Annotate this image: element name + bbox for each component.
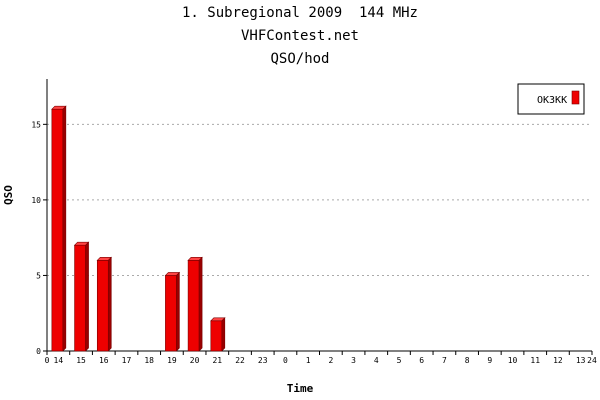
x-tick-label: 12 xyxy=(553,356,563,365)
x-edge-label-start: 0 xyxy=(45,356,50,365)
bar xyxy=(187,256,203,352)
x-tick-label: 6 xyxy=(419,356,424,365)
y-tick-label: 15 xyxy=(31,120,41,129)
x-tick-label: 1 xyxy=(306,356,311,365)
y-tick-label: 5 xyxy=(36,271,41,280)
chart-title: 1. Subregional 2009 144 MHz xyxy=(181,5,418,21)
legend-swatch xyxy=(571,90,580,105)
y-tick-label: 0 xyxy=(36,347,41,356)
x-edge-label-end: 24 xyxy=(587,356,597,365)
x-tick-label: 5 xyxy=(397,356,402,365)
x-tick-label: 16 xyxy=(99,356,109,365)
chart-subtitle: VHFContest.net xyxy=(240,28,359,44)
x-axis-label: Time xyxy=(286,382,314,395)
x-tick-label: 2 xyxy=(328,356,333,365)
x-tick-label: 11 xyxy=(530,356,540,365)
x-tick-label: 9 xyxy=(487,356,492,365)
y-axis-label: QSO xyxy=(2,185,15,205)
x-tick-label: 22 xyxy=(235,356,245,365)
x-tick-label: 17 xyxy=(122,356,132,365)
x-tick-label: 7 xyxy=(442,356,447,365)
x-tick-label: 0 xyxy=(283,356,288,365)
x-tick-label: 14 xyxy=(54,356,64,365)
x-tick-label: 3 xyxy=(351,356,356,365)
x-tick-label: 8 xyxy=(465,356,470,365)
bar xyxy=(210,317,226,352)
chart-subtitle-2: QSO/hod xyxy=(270,51,330,67)
x-tick-label: 21 xyxy=(212,356,222,365)
x-tick-label: 18 xyxy=(144,356,154,365)
y-tick-label: 10 xyxy=(31,196,41,205)
x-tick-label: 23 xyxy=(258,356,268,365)
legend-label: OK3KK xyxy=(537,95,567,106)
bar xyxy=(164,271,181,352)
x-tick-label: 20 xyxy=(190,356,200,365)
x-tick-label: 19 xyxy=(167,356,177,365)
x-tick-label: 4 xyxy=(374,356,379,365)
bar xyxy=(96,256,112,352)
x-tick-label: 15 xyxy=(76,356,86,365)
x-tick-label: 10 xyxy=(508,356,518,365)
bar xyxy=(73,241,90,352)
x-tick-label: 13 xyxy=(576,356,586,365)
legend-box xyxy=(517,83,585,115)
bar xyxy=(51,105,67,352)
